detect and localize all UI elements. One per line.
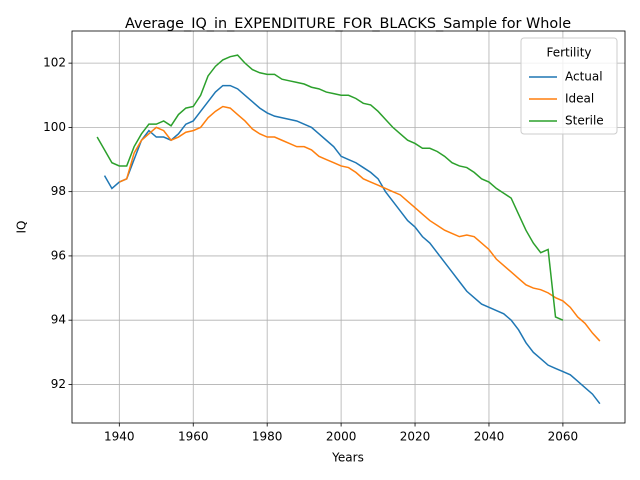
y-tick-label: 100 — [43, 120, 66, 134]
legend: Fertility Actual Ideal Sterile — [520, 37, 618, 135]
y-tick-label: 98 — [51, 184, 66, 198]
legend-label: Actual — [565, 70, 603, 84]
x-tick-label: 2040 — [474, 430, 505, 444]
legend-title: Fertility — [546, 46, 591, 60]
x-axis-label: Years — [331, 451, 364, 465]
data-line — [96, 54, 564, 321]
chart-title: Average_IQ_in_EXPENDITURE_FOR_BLACKS_Sam… — [125, 16, 571, 32]
y-tick-label: 102 — [43, 56, 66, 70]
y-tick-label: 94 — [51, 313, 66, 327]
x-tick-label: 1940 — [104, 430, 135, 444]
lines — [96, 54, 601, 405]
legend-label: Sterile — [565, 114, 604, 128]
data-line — [103, 84, 601, 405]
grid — [72, 31, 625, 423]
x-tick-label: 2000 — [326, 430, 357, 444]
x-tick-label: 1980 — [252, 430, 283, 444]
data-line — [119, 105, 601, 342]
y-tick-label: 92 — [51, 377, 66, 391]
legend-label: Ideal — [565, 92, 594, 106]
x-tick-label: 2020 — [400, 430, 431, 444]
plot-frame — [71, 30, 626, 424]
y-tick-label: 96 — [51, 248, 66, 262]
x-tick-label: 1960 — [178, 430, 209, 444]
legend-box — [520, 37, 618, 135]
y-axis-label: IQ — [15, 221, 29, 234]
x-tick-label: 2060 — [548, 430, 579, 444]
ticks: 1940 1960 1980 2000 2020 2040 2060 92 94 96 98 100 1… — [43, 56, 578, 444]
